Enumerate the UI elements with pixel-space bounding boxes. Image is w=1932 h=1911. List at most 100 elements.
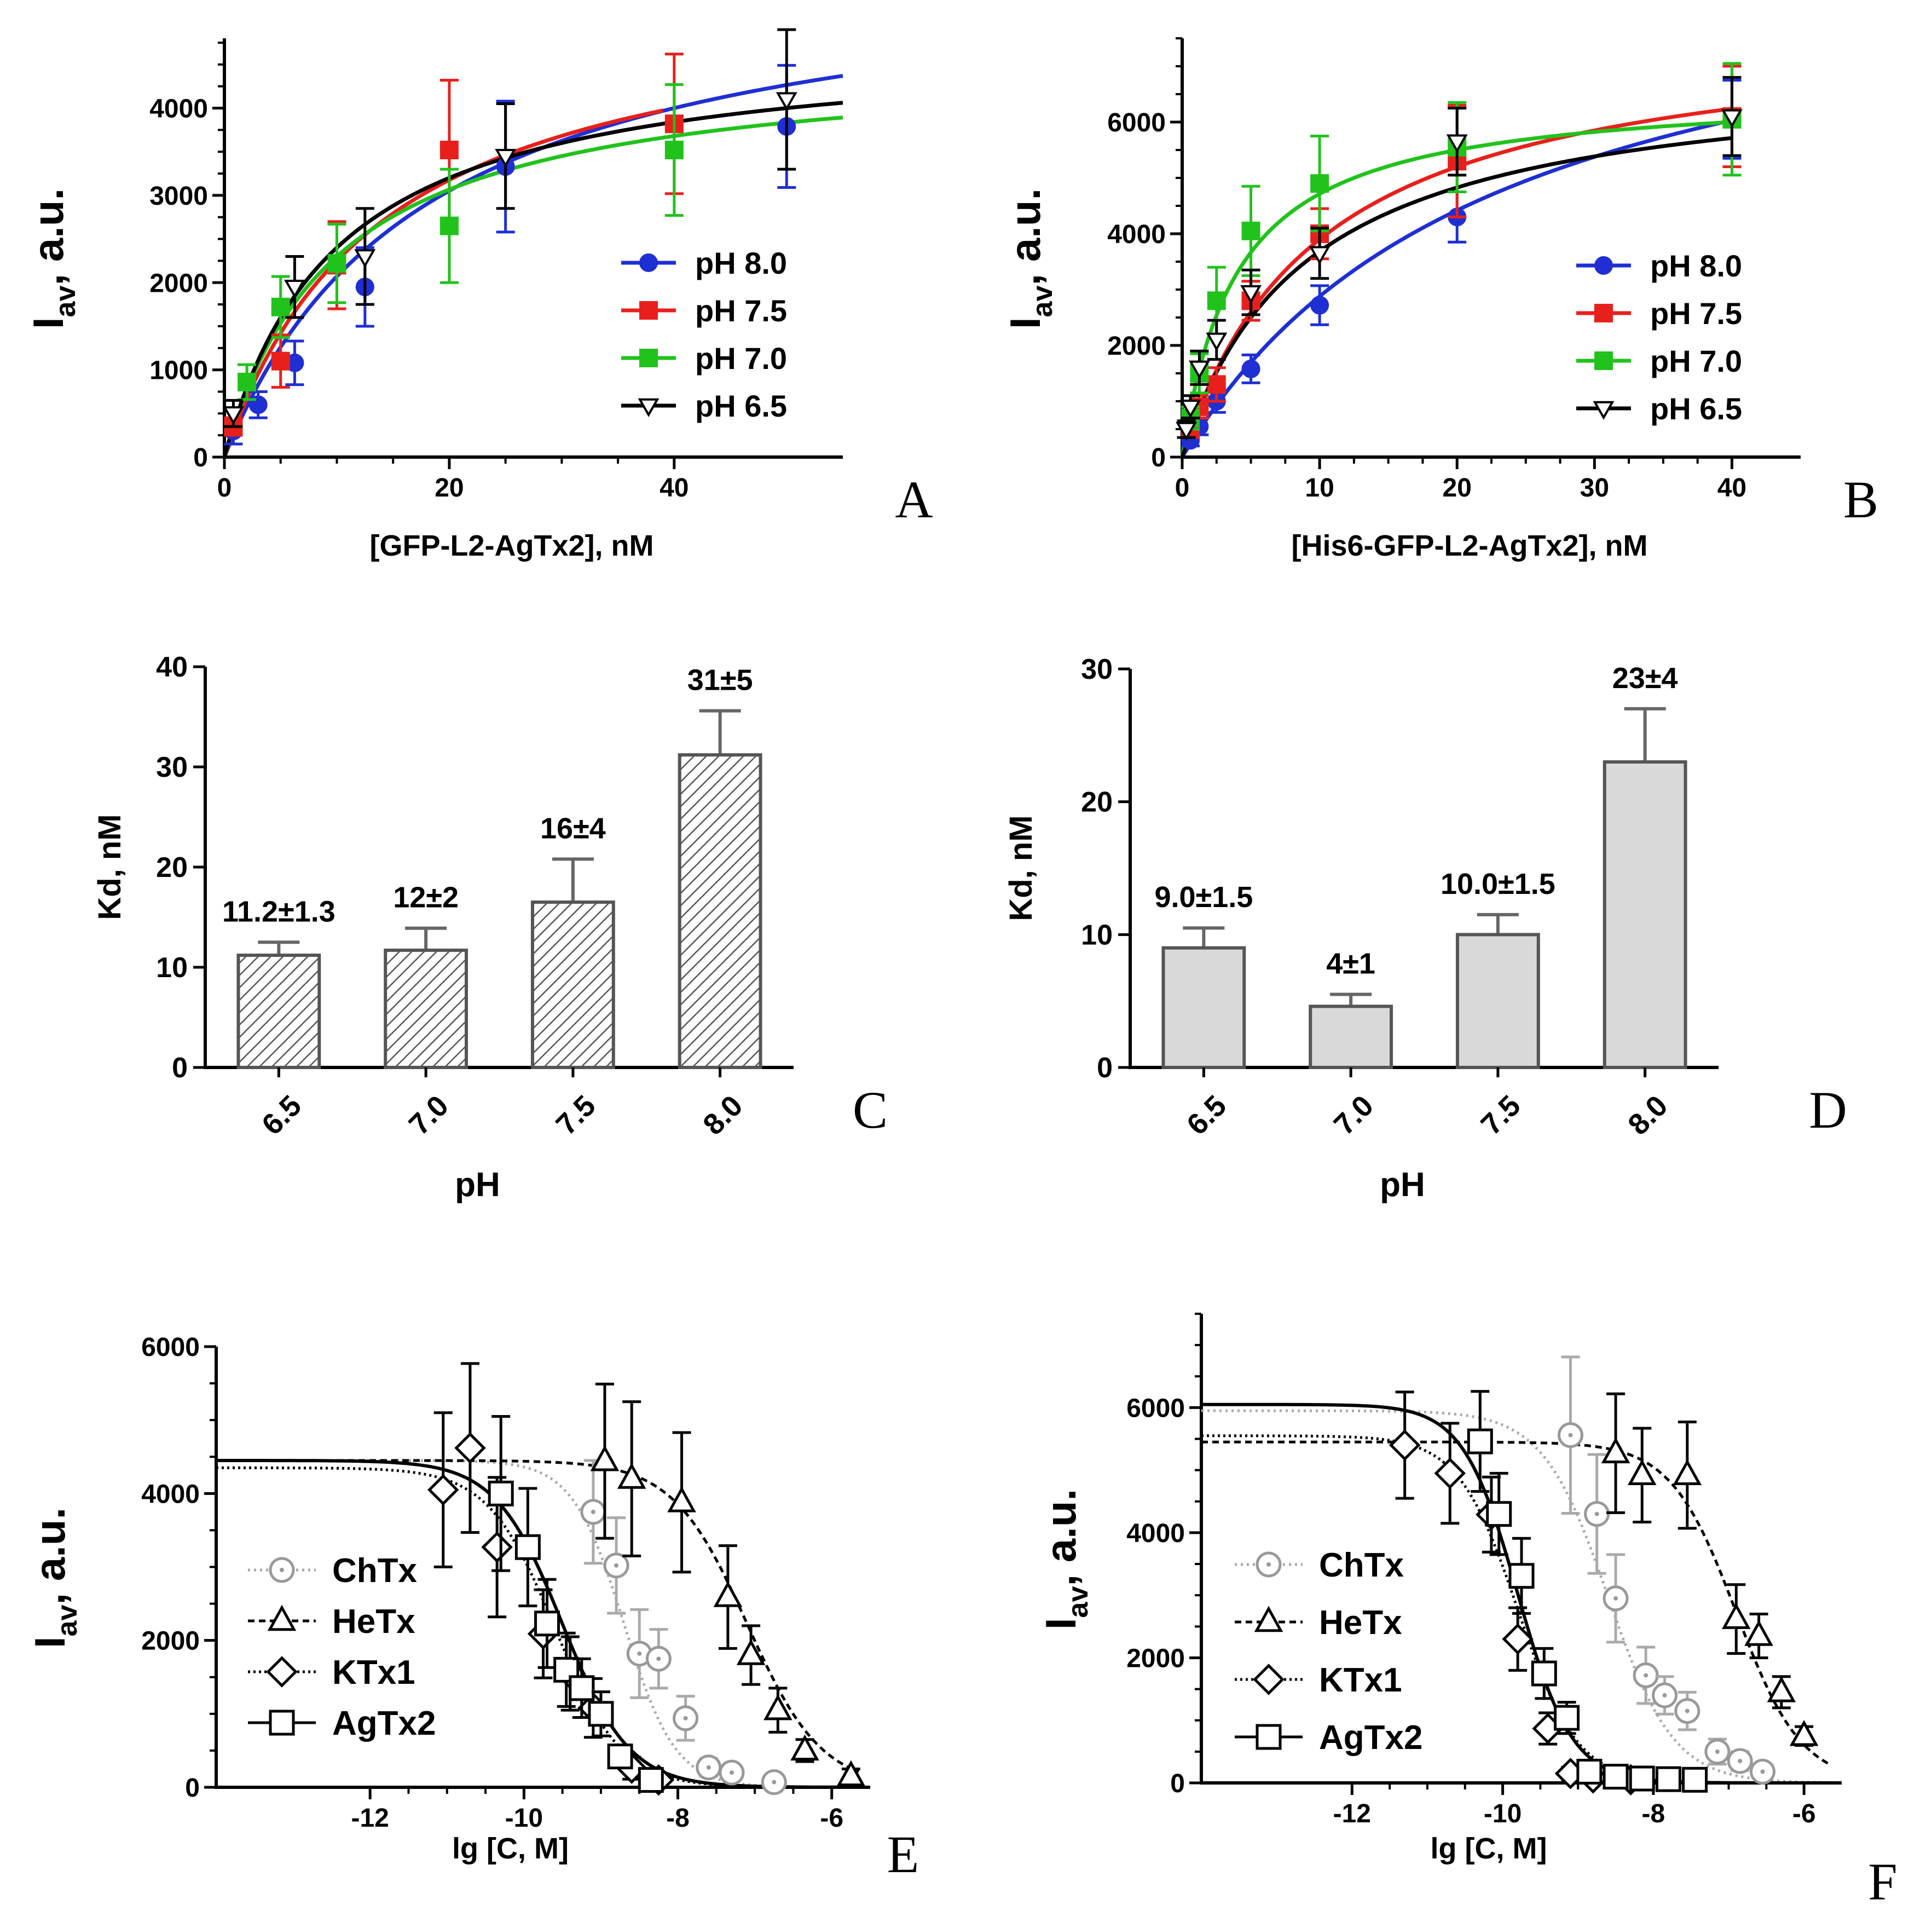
legend-label: pH 7.5 — [1650, 296, 1742, 331]
panel-a: 0 20 40 0 1000 2000 3000 4000 pH 8.0 pH 7.5 pH 7.0… — [24, 28, 933, 562]
data-point — [580, 1499, 606, 1525]
legend-label: HeTx — [1319, 1604, 1402, 1642]
x-tick-label: 7.0 — [403, 1089, 455, 1142]
x-tick-label: -10 — [505, 1804, 543, 1833]
data-point — [488, 1480, 514, 1506]
data-point-dot — [1662, 1693, 1667, 1698]
y-tick-label: 4000 — [141, 1480, 200, 1509]
x-tick-label: -8 — [1642, 1799, 1665, 1828]
y-tick-label: 20 — [1081, 787, 1113, 818]
data-point — [569, 1675, 595, 1701]
fit-curve-hetx — [1201, 1440, 1831, 1766]
data-point — [1207, 291, 1226, 310]
legend-marker — [639, 253, 658, 272]
value-label: 9.0±1.5 — [1154, 881, 1253, 914]
legend-label: pH 7.5 — [695, 293, 787, 328]
fit-curve-ph-7-5 — [222, 108, 664, 458]
y-tick-label: 3000 — [149, 182, 208, 211]
legend-marker — [1253, 1664, 1285, 1695]
legend-marker — [266, 1656, 298, 1688]
x-tick-label: -12 — [1333, 1799, 1371, 1828]
x-tick-label: 30 — [1580, 474, 1609, 503]
legend-marker — [1594, 351, 1613, 370]
value-label: 11.2±1.3 — [222, 895, 336, 928]
x-tick-label: 0 — [217, 474, 232, 503]
legend-marker — [269, 1710, 295, 1736]
y-axis-label: Iav, a.u. — [1037, 1489, 1094, 1630]
data-point — [1206, 332, 1228, 351]
data-point — [1682, 1766, 1708, 1793]
legend-label: pH 6.5 — [1650, 391, 1742, 426]
legend-marker — [1256, 1551, 1282, 1578]
data-point — [1789, 1719, 1819, 1746]
y-tick-label: 6000 — [141, 1333, 200, 1362]
data-point — [736, 1639, 766, 1665]
legend-label: KTx1 — [1319, 1661, 1402, 1699]
data-point — [1188, 360, 1210, 379]
data-point — [354, 249, 376, 268]
data-point-dot — [656, 1656, 661, 1661]
y-axis-label: Iav, a.u. — [26, 1508, 83, 1648]
y-axis-label: Kd, nM — [92, 814, 128, 920]
legend-marker — [1593, 401, 1615, 420]
data-point — [1627, 1459, 1657, 1486]
legend-marker-dot — [280, 1568, 284, 1572]
x-tick-label: -10 — [1484, 1799, 1522, 1828]
legend-marker — [1256, 1724, 1282, 1750]
x-tick-label: 6.5 — [1181, 1089, 1233, 1142]
legend: ChTx HeTx KTx1 AgTx2 — [1235, 1546, 1422, 1757]
x-tick-label: 8.0 — [1622, 1089, 1674, 1142]
data-point — [645, 1646, 672, 1672]
legend-label: ChTx — [332, 1552, 418, 1590]
y-tick-label: 0 — [1151, 443, 1166, 472]
data-point — [481, 1531, 513, 1563]
y-label-main: I — [26, 1636, 74, 1648]
data-point — [638, 1767, 664, 1793]
y-tick-label: 4000 — [149, 95, 208, 124]
legend-marker — [638, 398, 660, 417]
legend-label: AgTx2 — [1319, 1719, 1422, 1757]
y-tick-label: 4000 — [1107, 220, 1166, 249]
data-point — [1704, 1739, 1731, 1765]
data-point — [1576, 1758, 1603, 1785]
legend: pH 8.0 pH 7.5 pH 7.0 pH 6.5 — [621, 246, 787, 423]
x-axis-label: [GFP-L2-AgTx2], nM — [370, 529, 654, 562]
y-label-main: I — [24, 317, 72, 329]
data-point — [603, 1552, 629, 1579]
x-tick-label: 7.5 — [549, 1089, 602, 1142]
x-axis-label: lg [C, M] — [452, 1832, 569, 1865]
legend-label: ChTx — [1319, 1546, 1404, 1584]
fit-curve-hetx — [216, 1459, 859, 1774]
legend: pH 8.0 pH 7.5 pH 7.0 pH 6.5 — [1576, 249, 1742, 426]
data-point — [454, 1432, 486, 1464]
y-label-sub: av — [1062, 1586, 1094, 1618]
x-tick-label: 8.0 — [697, 1089, 749, 1142]
y-tick-label: 0 — [1170, 1769, 1185, 1798]
data-point — [284, 280, 305, 299]
data-point-dot — [1685, 1708, 1690, 1713]
data-point — [1584, 1501, 1610, 1527]
y-label-rest: , a.u. — [1001, 188, 1049, 286]
data-point — [1508, 1563, 1535, 1589]
data-point — [836, 1760, 866, 1787]
x-tick-label: 10 — [1305, 474, 1334, 503]
legend-marker — [639, 349, 658, 367]
data-point — [590, 1445, 620, 1471]
bar — [530, 900, 615, 1070]
legend-marker — [1254, 1606, 1283, 1632]
bar — [1603, 760, 1687, 1070]
data-point — [1744, 1620, 1773, 1646]
y-label-sub: av — [51, 1605, 83, 1637]
panel-letter: B — [1843, 470, 1878, 529]
data-point — [439, 216, 459, 235]
bar — [384, 948, 468, 1070]
y-tick-label: 0 — [193, 443, 208, 472]
value-label: 23±4 — [1612, 662, 1678, 695]
fit-curve-ktx1 — [1201, 1434, 1831, 1785]
panel-letter: E — [887, 1825, 919, 1884]
data-point-dot — [614, 1563, 619, 1568]
y-tick-label: 6000 — [1107, 108, 1166, 137]
data-point — [1749, 1758, 1775, 1785]
data-point — [271, 297, 290, 316]
y-label-main: I — [1001, 317, 1049, 329]
